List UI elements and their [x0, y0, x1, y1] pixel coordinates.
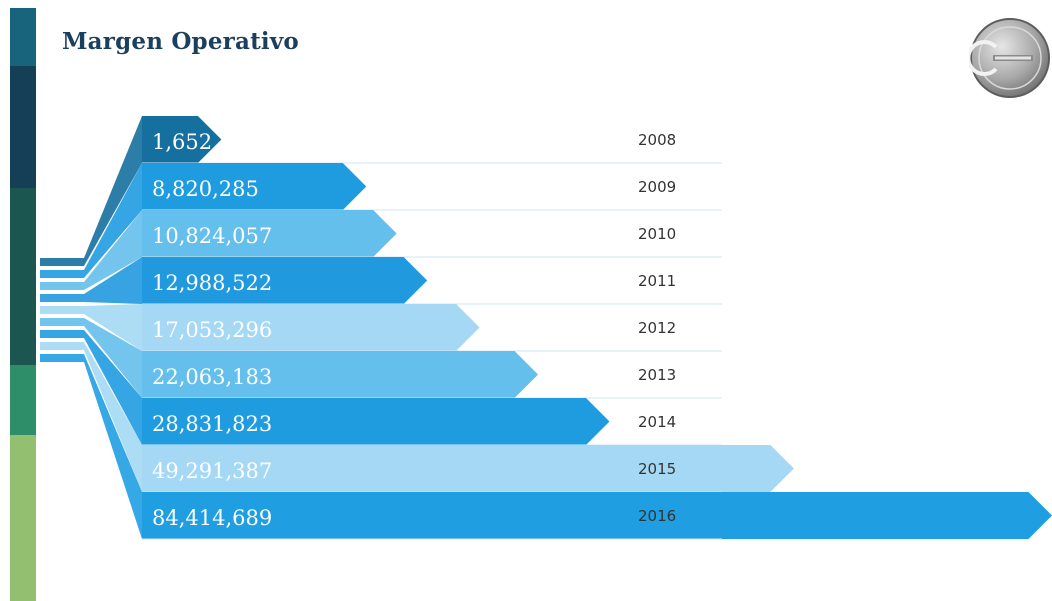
connector-2009: [40, 163, 142, 278]
bar-2009: [142, 163, 367, 210]
bar-value-label-2008: 1,652,435: [152, 130, 259, 154]
bar-2011: [142, 257, 428, 304]
bar-2012: [142, 304, 480, 351]
bar-2015: [142, 445, 794, 492]
bar-2014: [142, 398, 610, 445]
company-seal-logo: [969, 18, 1050, 98]
bar-2016: [142, 492, 1052, 539]
bar-value-label-2009: 8,820,285: [152, 177, 259, 201]
year-label-2010: 2010: [638, 225, 676, 243]
year-label-2008: 2008: [638, 131, 676, 149]
bar-value-label-2014: 28,831,823: [152, 412, 272, 436]
bar-value-label-2016: 84,414,689: [152, 506, 272, 530]
year-label-2012: 2012: [638, 319, 676, 337]
connector-2011: [40, 257, 142, 304]
connector-2015: [40, 342, 142, 492]
connector-2010: [40, 210, 142, 290]
page-title: Margen Operativo: [62, 28, 299, 55]
side-bar-segment-1: [10, 8, 36, 66]
year-label-2016: 2016: [638, 507, 676, 525]
side-color-bar: [10, 8, 36, 601]
year-label-2015: 2015: [638, 460, 676, 478]
bar-value-label-2013: 22,063,183: [152, 365, 272, 389]
side-bar-segment-3: [10, 188, 36, 365]
connector-2012: [40, 304, 142, 351]
connector-2013: [40, 318, 142, 398]
bar-value-label-2010: 10,824,057: [152, 224, 272, 248]
bar-value-label-2012: 17,053,296: [152, 318, 272, 342]
bar-value-label-2015: 49,291,387: [152, 459, 272, 483]
year-label-2009: 2009: [638, 178, 676, 196]
connector-2014: [40, 330, 142, 445]
bar-value-label-2011: 12,988,522: [152, 271, 272, 295]
year-label-2014: 2014: [638, 413, 676, 431]
connector-2016: [40, 354, 142, 539]
bar-2008: [142, 116, 222, 163]
bar-2010: [142, 210, 397, 257]
side-bar-segment-5: [10, 435, 36, 601]
year-label-2013: 2013: [638, 366, 676, 384]
side-bar-segment-2: [10, 66, 36, 188]
connector-2008: [40, 116, 142, 266]
side-bar-segment-4: [10, 365, 36, 435]
year-label-2011: 2011: [638, 272, 676, 290]
bar-2013: [142, 351, 539, 398]
